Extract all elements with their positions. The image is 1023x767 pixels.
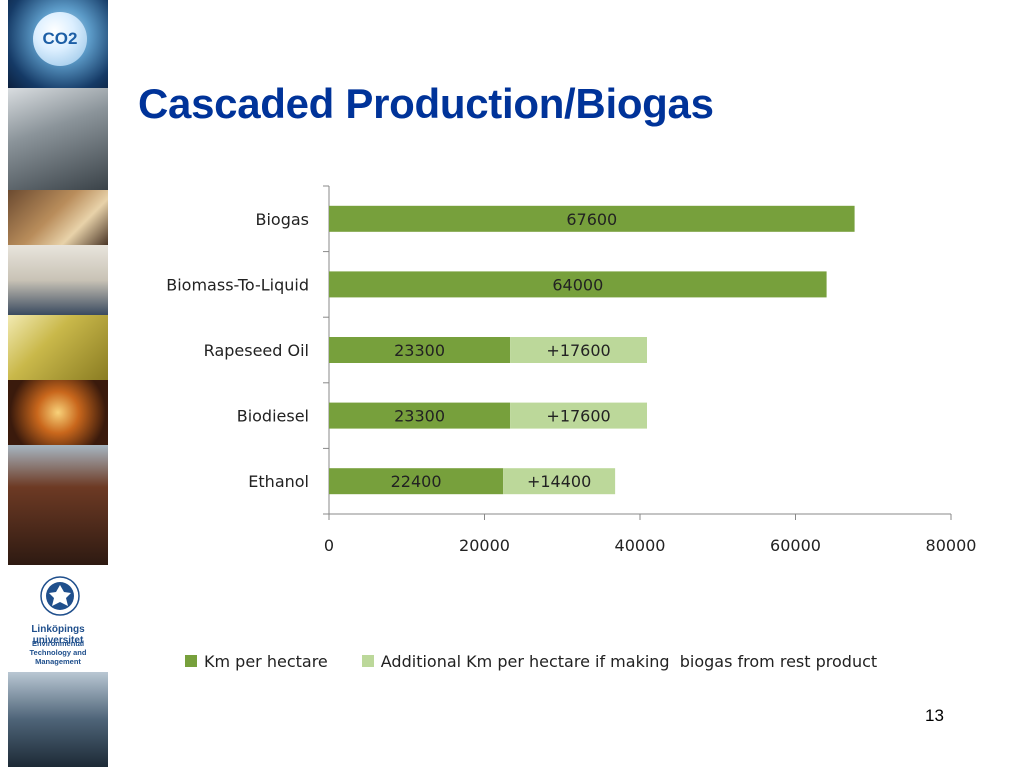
industrial-image: [8, 245, 108, 315]
department-line: Technology and: [29, 648, 87, 657]
category-label: Biogas: [255, 210, 309, 229]
fiber-optics-image: [8, 380, 108, 445]
bar-value-label: 67600: [566, 210, 617, 229]
bar-value-label: 23300: [394, 341, 445, 360]
page-number: 13: [925, 706, 944, 725]
bar-additional-km: [503, 468, 616, 495]
legend-item-km-per-hectare: Km per hectare: [185, 652, 328, 671]
chart-legend: Km per hectare Additional Km per hectare…: [185, 650, 911, 672]
category-label: Biodiesel: [237, 407, 309, 426]
bar-value-label: 64000: [552, 275, 603, 294]
bar-km-per-hectare: [329, 402, 511, 429]
bar-km-per-hectare: [329, 271, 827, 298]
steel-profiles-image: [8, 445, 108, 565]
bar-additional-km: [510, 402, 647, 429]
department-line: Management: [35, 657, 81, 666]
category-label: Biomass-To-Liquid: [166, 275, 309, 294]
co2-bubble-icon: CO2: [33, 12, 87, 66]
x-tick-label: 40000: [615, 536, 666, 555]
meeting-image: [8, 190, 108, 245]
bar-value-label: +17600: [546, 407, 610, 426]
bar-chart: 0 20000 40000 60000 80000 Biogas 67600 Biomass-…: [166, 185, 977, 555]
sidebar-image-strip: CO2 Linköpings universitet Environmental…: [0, 0, 108, 767]
legend-label: Km per hectare: [204, 651, 328, 671]
bar-value-label: 22400: [391, 472, 442, 491]
bar-km-per-hectare: [329, 337, 511, 363]
category-label: Rapeseed Oil: [204, 341, 309, 360]
department-name: Environmental Technology and Management: [8, 639, 108, 666]
x-tick-label: 60000: [770, 536, 821, 555]
bar-km-per-hectare: [329, 205, 855, 232]
legend-swatch: [361, 655, 374, 667]
bar-value-label: +17600: [546, 341, 610, 360]
bar-additional-km: [510, 337, 647, 363]
bar-km-per-hectare: [329, 468, 504, 495]
legend-item-additional-km: Additional Km per hectare if making biog…: [361, 651, 878, 671]
university-name: Linköpings universitet: [31, 624, 85, 646]
metal-profiles-image: [8, 315, 108, 380]
university-seal-icon: [40, 576, 80, 616]
co2-label: CO2: [42, 29, 78, 48]
x-tick-label: 20000: [459, 536, 510, 555]
earth-co2-image: CO2: [8, 0, 108, 88]
bar-value-label: +14400: [527, 472, 591, 491]
legend-label: Additional Km per hectare if making biog…: [380, 651, 878, 671]
slide-title: Cascaded Production/Biogas: [138, 80, 714, 127]
lab-worker-image: [8, 88, 108, 190]
x-tick-label: 80000: [926, 536, 977, 555]
university-logo: Linköpings universitet Environmental Tec…: [8, 572, 108, 670]
department-line: Environmental: [31, 639, 85, 648]
solar-panels-image: [8, 672, 108, 767]
category-label: Ethanol: [248, 472, 309, 491]
legend-swatch: [185, 655, 197, 667]
bar-value-label: 23300: [394, 407, 445, 426]
x-tick-label: 0: [324, 536, 334, 555]
